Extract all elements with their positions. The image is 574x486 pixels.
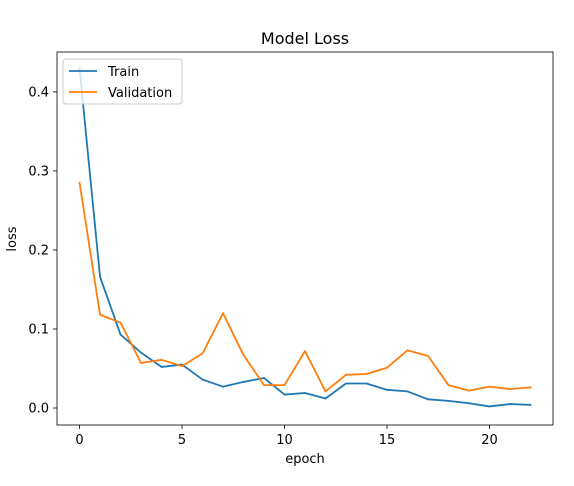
data-point-train <box>488 405 491 408</box>
legend: Train Validation <box>62 58 183 105</box>
data-point-train <box>222 385 224 388</box>
data-point-train <box>99 275 101 278</box>
x-axis: 0 5 10 15 20 <box>75 425 498 448</box>
x-tick-label: 15 <box>379 433 396 448</box>
series-layer <box>78 67 532 408</box>
data-point-validation <box>406 349 409 352</box>
data-point-train <box>263 377 265 379</box>
y-axis-label: loss <box>5 226 20 251</box>
data-point-train <box>140 351 142 354</box>
data-point-validation <box>78 181 81 184</box>
data-point-train <box>201 378 204 381</box>
data-point-train <box>324 397 327 400</box>
data-point-validation <box>324 390 327 393</box>
data-point-validation <box>488 385 491 388</box>
y-tick-label: 0.1 <box>28 322 49 337</box>
data-point-validation <box>99 313 101 316</box>
data-point-validation <box>468 389 470 392</box>
data-point-validation <box>263 384 265 386</box>
plot-background <box>57 52 553 425</box>
data-point-validation <box>160 358 163 361</box>
data-point-validation <box>365 373 368 375</box>
x-tick-label: 20 <box>481 433 498 448</box>
y-tick-label: 0.2 <box>28 243 49 258</box>
data-point-validation <box>447 384 450 386</box>
y-axis: 0.0 0.1 0.2 0.3 0.4 <box>28 85 57 417</box>
y-tick-label: 0.4 <box>28 85 49 100</box>
data-point-validation <box>222 312 224 315</box>
data-point-validation <box>181 365 183 368</box>
data-point-train <box>529 403 532 406</box>
data-point-validation <box>529 386 532 389</box>
data-point-validation <box>283 384 286 386</box>
x-tick-label: 0 <box>75 433 83 448</box>
data-point-validation <box>345 373 347 376</box>
data-point-train <box>386 388 388 391</box>
data-point-train <box>304 392 306 394</box>
data-point-train <box>119 333 122 336</box>
data-point-train <box>406 390 409 393</box>
x-axis-label: epoch <box>285 452 325 467</box>
x-tick-label: 5 <box>178 433 186 448</box>
data-point-train <box>160 366 163 368</box>
data-point-validation <box>140 362 142 364</box>
data-point-train <box>468 402 470 405</box>
data-point-train <box>345 382 347 385</box>
legend-validation-label: Validation <box>108 86 172 101</box>
y-tick-label: 0.3 <box>28 164 49 179</box>
data-point-validation <box>304 350 306 353</box>
data-point-validation <box>509 388 511 390</box>
data-point-train <box>242 381 245 383</box>
chart-title: Model Loss <box>261 29 349 48</box>
x-tick-label: 10 <box>276 433 293 448</box>
data-point-train <box>509 403 511 405</box>
plot-frame <box>56 51 554 426</box>
legend-train-label: Train <box>107 65 139 80</box>
data-point-train <box>365 382 368 385</box>
data-point-validation <box>201 352 204 355</box>
data-point-train <box>283 393 286 396</box>
data-point-validation <box>119 321 122 324</box>
data-point-validation <box>242 354 245 356</box>
data-point-train <box>427 398 429 401</box>
data-point-validation <box>427 354 429 357</box>
data-point-train <box>447 399 450 402</box>
y-tick-label: 0.0 <box>28 402 49 417</box>
data-point-validation <box>386 366 388 369</box>
